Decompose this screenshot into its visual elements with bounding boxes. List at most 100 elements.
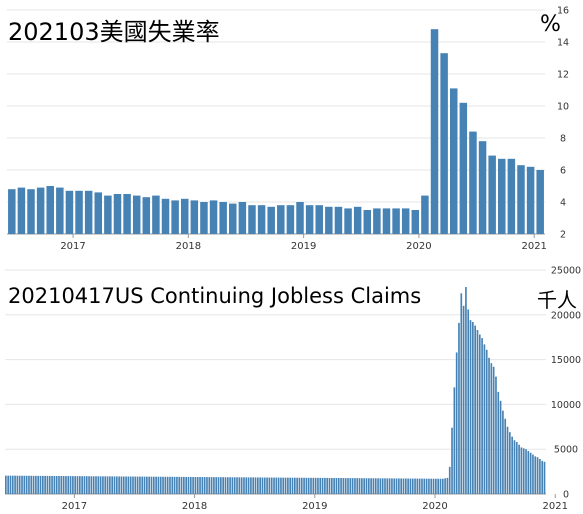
bar — [347, 478, 349, 494]
bar — [365, 478, 368, 494]
bar — [527, 450, 530, 494]
bar — [203, 477, 206, 494]
bar — [425, 478, 428, 494]
bar — [506, 426, 509, 494]
bar — [534, 456, 537, 494]
bar — [275, 477, 278, 494]
bar — [490, 363, 493, 494]
bar — [245, 477, 248, 494]
bar — [83, 476, 86, 494]
bar — [393, 478, 396, 494]
bar — [257, 477, 259, 494]
bar — [9, 475, 12, 494]
bar — [402, 478, 405, 494]
bar — [208, 477, 211, 494]
bar — [488, 357, 490, 494]
bar — [401, 208, 410, 234]
bar — [460, 293, 463, 494]
bar — [277, 205, 285, 234]
bar — [333, 477, 335, 494]
bar — [312, 477, 315, 494]
bar — [300, 477, 303, 494]
bar — [18, 475, 21, 494]
bar — [485, 349, 488, 494]
bar — [90, 476, 93, 494]
bar — [247, 477, 250, 494]
bar — [395, 478, 398, 494]
x-tick-label: 2019 — [291, 241, 316, 252]
bar — [187, 476, 190, 494]
bar — [488, 155, 496, 234]
bar — [222, 477, 224, 494]
bar — [529, 452, 532, 494]
bar — [444, 478, 446, 494]
bar — [136, 476, 139, 494]
bar — [192, 476, 194, 494]
bar — [94, 192, 103, 234]
bar — [113, 194, 122, 234]
bar — [141, 476, 144, 494]
bar — [7, 475, 9, 494]
bar — [231, 477, 234, 494]
bar — [492, 366, 495, 494]
bar — [314, 477, 317, 494]
bar — [200, 202, 208, 234]
bar — [354, 478, 356, 494]
bar — [317, 477, 319, 494]
bar — [498, 158, 506, 234]
bar — [411, 478, 414, 494]
bar — [143, 476, 146, 494]
x-tick-label: 2021 — [543, 501, 568, 512]
bar — [520, 447, 523, 494]
bar — [515, 442, 518, 494]
x-tick-label: 2020 — [406, 241, 431, 252]
bar — [229, 203, 237, 234]
bar — [224, 477, 227, 494]
bar — [104, 476, 107, 494]
bar — [35, 475, 37, 494]
bar — [5, 475, 7, 494]
bar — [344, 208, 352, 234]
bar — [48, 475, 51, 494]
bar — [72, 476, 74, 494]
y-tick-label: 16 — [557, 6, 569, 17]
bar — [189, 476, 192, 494]
bar — [88, 476, 90, 494]
bar — [8, 189, 16, 234]
bar — [183, 476, 185, 494]
bar — [504, 418, 507, 494]
bar — [379, 478, 382, 494]
bar — [449, 88, 458, 235]
bar — [367, 478, 370, 494]
bar — [266, 477, 268, 494]
bar — [267, 206, 275, 234]
bar — [252, 477, 255, 494]
bar — [176, 476, 178, 494]
bar — [229, 477, 231, 494]
bar — [69, 476, 72, 494]
bar — [173, 476, 176, 494]
bar — [358, 478, 361, 494]
x-tick-label: 2018 — [176, 241, 201, 252]
bar — [342, 478, 345, 494]
bar — [159, 476, 162, 494]
bar — [411, 210, 420, 234]
bar — [142, 197, 151, 234]
bar — [441, 478, 444, 494]
bar — [291, 477, 294, 494]
bar — [152, 195, 160, 234]
bar — [334, 206, 343, 234]
bar — [155, 476, 157, 494]
bar — [199, 477, 201, 494]
bar — [270, 477, 273, 494]
x-tick-label: 2021 — [521, 241, 546, 252]
y-tick-label: 25000 — [551, 266, 581, 277]
bar — [328, 477, 331, 494]
bar — [23, 475, 26, 494]
bar — [254, 477, 257, 494]
bar — [525, 449, 527, 494]
bar — [95, 476, 97, 494]
bar — [67, 476, 70, 494]
bar — [53, 475, 56, 494]
bar — [161, 198, 170, 234]
